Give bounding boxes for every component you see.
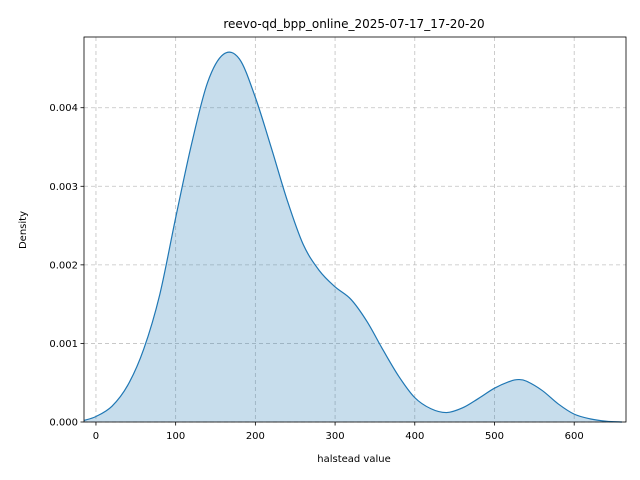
y-axis-label: Density: [18, 211, 29, 249]
x-tick-label: 500: [485, 431, 504, 442]
x-tick-label: 400: [405, 431, 424, 442]
density-area: [84, 52, 623, 422]
y-tick-label: 0.002: [49, 260, 78, 271]
x-tick-label: 0: [93, 431, 99, 442]
x-axis-ticks: 0 100 200 300 400 500 600: [93, 422, 584, 442]
y-tick-label: 0.001: [49, 339, 78, 350]
x-axis-label: halstead value: [317, 454, 391, 465]
x-tick-label: 100: [166, 431, 185, 442]
x-tick-label: 300: [326, 431, 345, 442]
chart-title: reevo-qd_bpp_online_2025-07-17_17-20-20: [223, 17, 484, 31]
y-tick-label: 0.000: [49, 418, 78, 429]
y-axis-ticks: 0.000 0.001 0.002 0.003 0.004: [49, 103, 84, 429]
y-tick-label: 0.003: [49, 182, 78, 193]
x-tick-label: 600: [565, 431, 584, 442]
y-tick-label: 0.004: [49, 103, 78, 114]
density-curve: [83, 51, 623, 423]
x-tick-label: 200: [246, 431, 265, 442]
plot-frame: [83, 36, 627, 423]
